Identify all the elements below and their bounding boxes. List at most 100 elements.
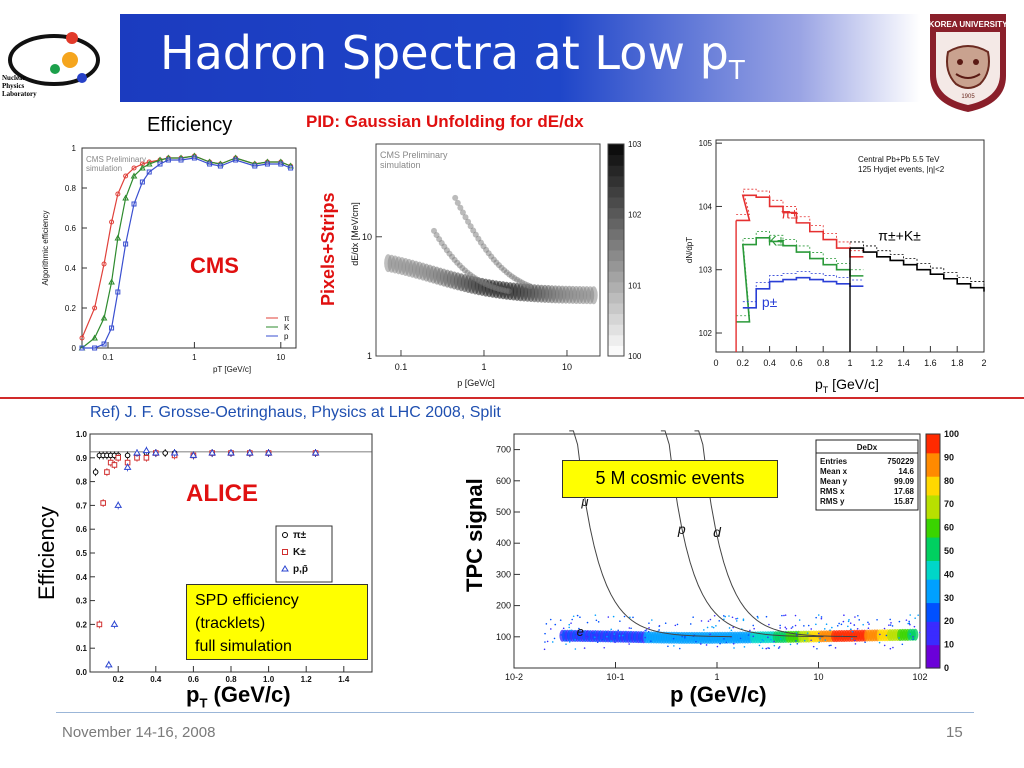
density-point — [709, 618, 712, 621]
colorbar-cell — [926, 565, 940, 571]
y-tick-label: 0.5 — [76, 549, 88, 558]
density-point — [674, 624, 677, 627]
reference-text: Ref) J. F. Grosse-Oetringhaus, Physics a… — [90, 404, 501, 421]
colorbar-cell — [926, 602, 940, 608]
data-point — [146, 169, 152, 175]
density-point — [829, 629, 831, 631]
density-point — [553, 637, 556, 640]
efficiency-label-bottom: Efficiency — [34, 506, 59, 600]
stats-key: Entries — [820, 457, 848, 466]
pt-label-bottom: pT (GeV/c) — [186, 682, 291, 711]
data-point — [101, 341, 107, 347]
y-tick-label: 104 — [699, 202, 713, 211]
cms-label: CMS — [190, 253, 239, 278]
density-point — [853, 624, 856, 626]
stats-key: RMS x — [820, 487, 845, 496]
colorbar-cell — [926, 518, 940, 524]
density-point — [647, 630, 650, 633]
density-point — [901, 643, 904, 646]
colorbar-cell — [926, 588, 940, 594]
density-point — [883, 627, 886, 630]
density-point — [810, 628, 813, 630]
cms-spectra-chart: 0 0.2 0.4 0.6 0.8 1 1.2 1.4 1.6 1.8 2 102 103 104 105 C… — [685, 139, 987, 368]
density-point — [594, 636, 596, 639]
x-tick-label: 2 — [981, 358, 986, 368]
density-point — [550, 628, 552, 630]
x-tick-label: 0.2 — [737, 358, 750, 368]
density-point — [574, 633, 577, 636]
density-point — [824, 639, 827, 641]
density-point — [612, 615, 615, 618]
density-point — [610, 628, 613, 631]
density-point — [806, 632, 809, 634]
density-point — [779, 627, 781, 629]
chart-annotation: simulation — [86, 164, 122, 173]
density-point — [773, 644, 776, 647]
data-point — [91, 334, 98, 341]
y-tick-label: 1 — [72, 144, 77, 153]
colorbar-cell — [608, 239, 624, 251]
legend-marker — [282, 532, 288, 538]
density-point — [783, 614, 785, 617]
density-point — [838, 622, 840, 625]
data-point — [123, 173, 129, 179]
x-tick-label: 1.8 — [951, 358, 964, 368]
stats-value: 17.68 — [894, 487, 915, 496]
density-point — [603, 646, 606, 649]
density-point — [753, 627, 755, 630]
y-tick-label: 0 — [72, 344, 77, 353]
colorbar-cell — [926, 522, 940, 529]
density-point — [559, 619, 562, 621]
logo-line-1: Nuclear — [2, 74, 26, 82]
colorbar-cell — [926, 555, 940, 561]
seal-year: 1905 — [961, 94, 975, 100]
cms-efficiency-chart: 0 0.2 0.4 0.6 0.8 1 0.1 1 10 CMS Preliminarysimul… — [41, 144, 297, 374]
density-point — [889, 647, 892, 650]
density-point — [864, 641, 866, 644]
density-point — [574, 638, 577, 641]
divider-line — [0, 397, 1024, 399]
footer-date: November 14-16, 2008 — [62, 724, 216, 741]
density-cell — [467, 223, 474, 230]
colorbar-tick-label: 80 — [944, 476, 954, 486]
x-axis-label: pT [GeV/c] — [213, 365, 251, 374]
series-line — [850, 247, 985, 292]
colorbar-tick-label: 10 — [944, 640, 954, 650]
colorbar-cell — [926, 480, 940, 487]
density-point — [728, 627, 731, 629]
density-point — [913, 625, 916, 628]
series-label: K± — [768, 233, 785, 249]
density-point — [551, 641, 554, 643]
y-tick-label: 500 — [496, 507, 511, 517]
density-point — [889, 624, 892, 626]
density-point — [798, 619, 801, 621]
density-point — [796, 642, 799, 645]
data-point — [139, 179, 145, 185]
density-point — [818, 641, 820, 643]
series-line — [736, 236, 864, 323]
density-point — [777, 647, 780, 649]
data-point — [123, 241, 129, 247]
data-point — [227, 449, 235, 456]
data-point — [92, 469, 99, 475]
series-line-K — [81, 155, 291, 349]
y-axis-label: Algorithmic efficiency — [41, 211, 50, 286]
density-point — [732, 626, 734, 629]
y-tick-label: 0.2 — [65, 304, 77, 313]
density-point — [728, 615, 730, 617]
density-point — [803, 639, 806, 642]
data-point — [170, 449, 179, 456]
density-point — [848, 618, 850, 621]
density-point — [718, 620, 721, 622]
colorbar-tick-label: 100 — [628, 352, 642, 361]
x-tick-label: 1 — [481, 362, 486, 372]
density-point — [692, 616, 694, 618]
density-cell — [459, 209, 466, 216]
density-point — [765, 647, 768, 650]
legend-marker — [281, 565, 289, 572]
legend-label: π± — [293, 530, 307, 541]
colorbar-cell — [926, 639, 940, 646]
colorbar-cell — [926, 462, 940, 468]
y-tick-label: 0.7 — [76, 501, 88, 510]
density-point — [781, 614, 783, 617]
